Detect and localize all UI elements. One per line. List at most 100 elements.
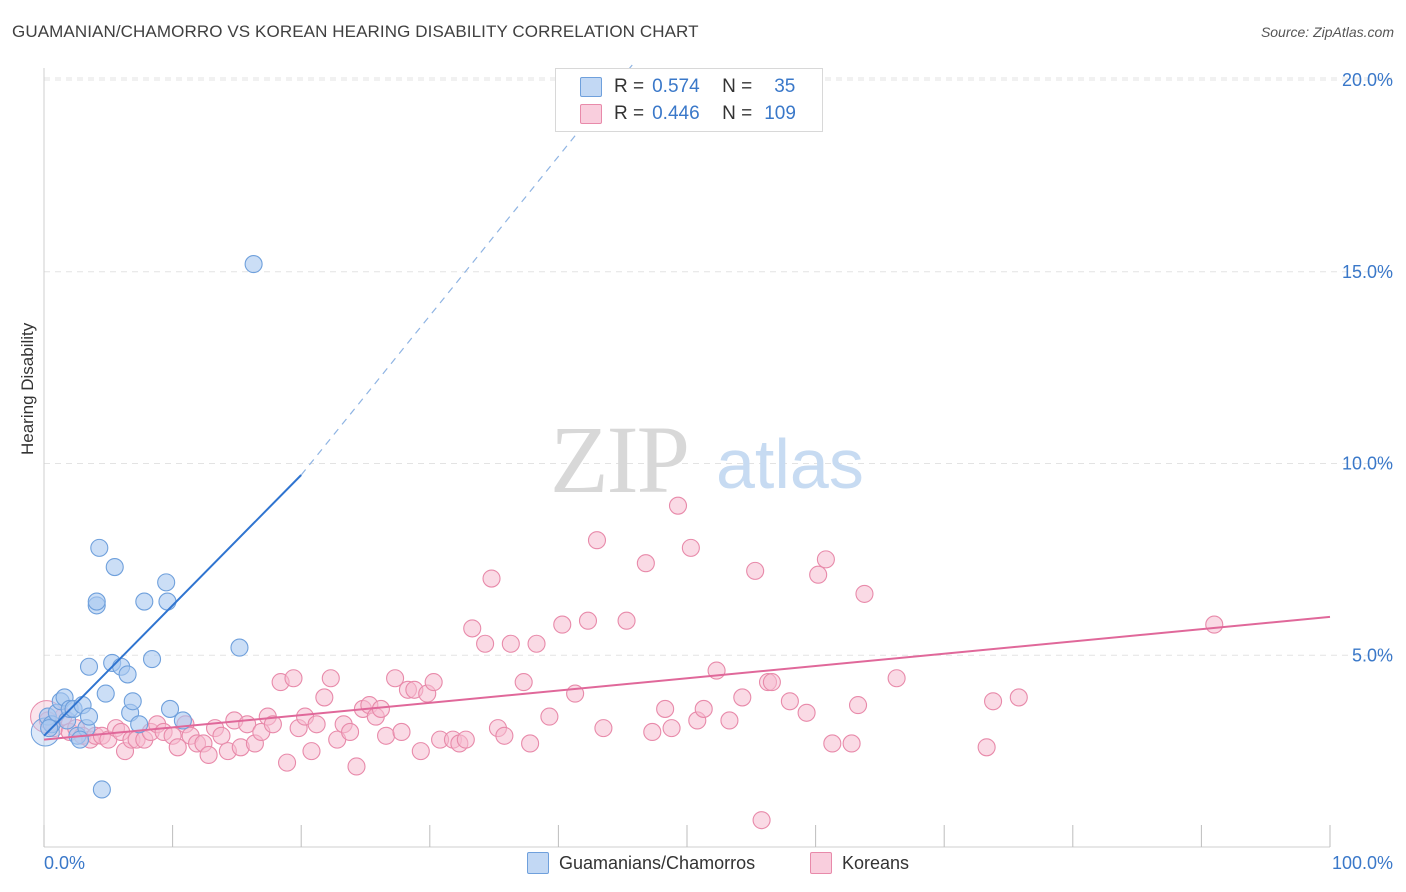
korean-point: [752, 811, 771, 830]
korean-point: [386, 669, 405, 688]
korean-point: [720, 711, 739, 730]
korean-point: [842, 734, 861, 753]
guamanian-point: [158, 592, 177, 611]
korean-point: [694, 699, 713, 718]
guamanian-point: [79, 707, 99, 726]
bottom-legend-guamanian: Guamanians/Chamorros: [527, 852, 755, 874]
legend-swatch-blue: [580, 77, 602, 97]
korean-point: [887, 669, 906, 688]
korean-point: [278, 753, 297, 772]
x-tick-label: 100.0%: [1332, 853, 1393, 873]
source-note: Source: ZipAtlas.com: [1260, 24, 1394, 40]
korean-point: [482, 569, 501, 588]
legend-n-value: 35: [774, 76, 796, 97]
korean-trend-line: [43, 615, 1331, 741]
guamanian-point: [92, 780, 111, 799]
korean-point: [780, 692, 799, 711]
legend-r-label: R =: [614, 103, 645, 124]
bottom-legend-korean: Koreans: [810, 852, 909, 874]
korean-point: [263, 715, 282, 734]
korean-point: [797, 703, 816, 722]
korean-point: [540, 707, 559, 726]
guamanian-trend-line: [43, 474, 302, 737]
legend-n-value: 109: [764, 103, 796, 124]
bottom-legend-swatch-pink: [810, 852, 832, 874]
korean-point: [617, 611, 636, 630]
korean-point: [855, 584, 874, 603]
korean-point: [977, 738, 996, 757]
korean-point: [636, 554, 655, 573]
korean-point: [476, 634, 495, 653]
korean-point: [1009, 688, 1028, 707]
korean-point: [212, 726, 231, 745]
korean-point: [514, 673, 533, 692]
korean-point: [307, 715, 326, 734]
legend-r-label: R =: [614, 76, 645, 97]
korean-point: [302, 742, 321, 761]
legend-r-value: 0.446: [652, 103, 700, 124]
guamanian-point: [157, 573, 176, 592]
guamanian-point: [160, 699, 180, 718]
legend-row-korean: R = 0.446 N = 109: [580, 103, 796, 125]
korean-point: [594, 719, 613, 738]
korean-point: [587, 531, 607, 550]
korean-point: [411, 742, 430, 761]
korean-point: [823, 734, 842, 753]
guamanian-point: [105, 557, 124, 577]
korean-point: [681, 538, 700, 557]
korean-point: [662, 719, 681, 738]
legend-n-label: N =: [722, 76, 753, 97]
korean-point: [392, 722, 411, 742]
y-tick-label: 5.0%: [1352, 645, 1393, 665]
data-points: [30, 255, 1224, 830]
korean-point: [656, 699, 675, 718]
korean-point: [848, 696, 868, 715]
guamanian-point: [244, 255, 263, 274]
guamanian-point: [118, 665, 137, 684]
korean-point: [746, 561, 765, 580]
korean-point: [321, 669, 340, 688]
guamanian-point: [130, 715, 149, 734]
legend-swatch-pink: [580, 104, 602, 124]
korean-point: [341, 722, 360, 742]
korean-point: [668, 496, 688, 515]
tick-labels: 5.0% 10.0% 15.0% 20.0% 0.0% 100.0%: [44, 70, 1393, 873]
watermark: ZIP atlas: [550, 406, 864, 513]
korean-point: [553, 615, 572, 634]
chart-title: GUAMANIAN/CHAMORRO VS KOREAN HEARING DIS…: [12, 22, 699, 41]
bottom-legend-label: Guamanians/Chamorros: [559, 852, 756, 873]
korean-point: [643, 722, 662, 742]
korean-point: [347, 757, 366, 776]
korean-point: [315, 688, 334, 707]
legend-row-guamanian: R = 0.574 N = 35: [580, 76, 795, 98]
korean-point: [501, 634, 520, 653]
korean-point: [1205, 615, 1224, 634]
korean-point: [168, 738, 187, 757]
correlation-legend: R = 0.574 N = 35 R = 0.446 N = 109: [555, 68, 823, 132]
korean-point: [199, 745, 218, 765]
y-tick-label: 20.0%: [1342, 70, 1393, 90]
x-tick-label: 0.0%: [44, 853, 85, 873]
y-axis-label: Hearing Disability: [18, 322, 37, 455]
guamanian-point: [40, 719, 59, 738]
korean-point: [495, 726, 514, 745]
guamanian-point: [87, 592, 106, 611]
korean-point: [424, 673, 443, 692]
korean-point: [578, 611, 598, 630]
guamanian-point: [230, 638, 249, 657]
korean-point: [809, 565, 828, 584]
korean-point: [527, 634, 546, 653]
korean-point: [733, 688, 752, 707]
trend-lines: [43, 60, 1331, 741]
korean-point: [816, 550, 835, 569]
guamanian-point: [70, 730, 90, 749]
guamanian-point: [90, 538, 109, 557]
guamanian-point: [173, 711, 192, 730]
korean-point: [463, 619, 482, 638]
watermark-zip: ZIP: [550, 406, 688, 513]
bottom-legend-label: Koreans: [842, 852, 910, 873]
guamanian-point: [123, 692, 142, 711]
grid-lines: [44, 77, 1395, 656]
legend-r-value: 0.574: [652, 76, 700, 97]
